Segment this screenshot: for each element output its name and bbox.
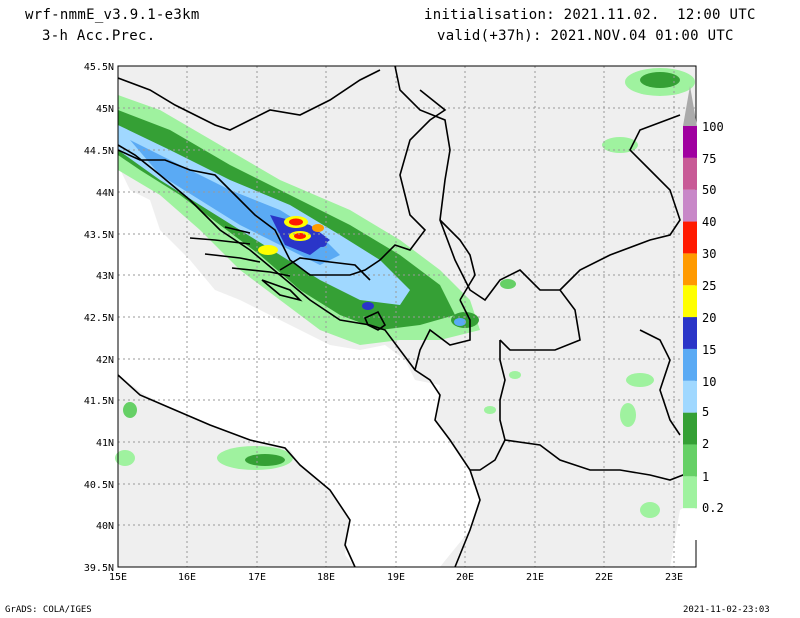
colorbar-segment: [683, 285, 697, 318]
lon-label: 22E: [595, 572, 613, 583]
lat-axis: 45.5N 45N 44.5N 44N 43.5N 43N 42.5N 42N …: [84, 62, 114, 574]
colorbar-segment: [683, 126, 697, 158]
colorbar-segment: [683, 380, 697, 413]
colorbar-label: 5: [702, 405, 709, 419]
init-time: initialisation: 2021.11.02. 12:00 UTC: [424, 7, 756, 23]
colorbar-segment: [683, 508, 697, 540]
colorbar-label: 20: [702, 311, 716, 325]
credit-text: GrADS: COLA/IGES: [5, 605, 92, 615]
colorbar-max-triangle: [683, 86, 697, 126]
lat-label: 43.5N: [84, 230, 114, 241]
colorbar-label: 10: [702, 375, 716, 389]
lat-label: 41N: [96, 438, 114, 449]
lat-label: 45N: [96, 104, 114, 115]
lat-label: 40.5N: [84, 480, 114, 491]
colorbar-label: 50: [702, 183, 716, 197]
lat-label: 44N: [96, 188, 114, 199]
colorbar-label: 75: [702, 152, 716, 166]
lon-label: 17E: [248, 572, 266, 583]
colorbar-labels: 100 75 50 40 30 25 20 15 10 5 2 1 0.2: [702, 120, 724, 515]
lat-label: 40N: [96, 521, 114, 532]
lon-label: 19E: [387, 572, 405, 583]
lat-label: 39.5N: [84, 563, 114, 574]
colorbar-label: 25: [702, 279, 716, 293]
colorbar-label: 15: [702, 343, 716, 357]
colorbar-segment: [683, 221, 697, 254]
lon-label: 15E: [109, 572, 127, 583]
lon-label: 18E: [317, 572, 335, 583]
colorbar-segment: [683, 476, 697, 509]
greece-land: [440, 470, 640, 567]
field-title: 3-h Acc.Prec.: [42, 28, 156, 44]
colorbar-segment: [683, 444, 697, 477]
valid-time: valid(+37h): 2021.NOV.04 01:00 UTC: [437, 28, 734, 44]
graticule: [118, 66, 696, 567]
colorbar-label: 0.2: [702, 501, 724, 515]
lat-label: 44.5N: [84, 146, 114, 157]
colorbar-segment: [683, 157, 697, 190]
model-title: wrf-nmmE_v3.9.1-e3km: [25, 7, 200, 23]
colorbar-label: 30: [702, 247, 716, 261]
colorbar: [683, 86, 697, 540]
lon-label: 20E: [456, 572, 474, 583]
italy-land: [118, 375, 355, 567]
lon-axis: 15E 16E 17E 18E 19E 20E 21E 22E 23E: [109, 572, 683, 583]
colorbar-segment: [683, 189, 697, 222]
lat-label: 42N: [96, 355, 114, 366]
colorbar-label: 40: [702, 215, 716, 229]
colorbar-label: 2: [702, 437, 709, 451]
colorbar-label: 1: [702, 470, 709, 484]
lat-label: 41.5N: [84, 396, 114, 407]
lon-label: 23E: [665, 572, 683, 583]
lat-label: 42.5N: [84, 313, 114, 324]
lon-label: 16E: [178, 572, 196, 583]
colorbar-segment: [683, 412, 697, 445]
coastlines-borders: [117, 65, 697, 568]
colorbar-segment: [683, 253, 697, 286]
lat-label: 43N: [96, 271, 114, 282]
lat-label: 45.5N: [84, 62, 114, 73]
lon-label: 21E: [526, 572, 544, 583]
render-timestamp: 2021-11-02-23:03: [683, 605, 770, 615]
colorbar-segment: [683, 348, 697, 381]
colorbar-label: 100: [702, 120, 724, 134]
colorbar-segment: [683, 317, 697, 349]
